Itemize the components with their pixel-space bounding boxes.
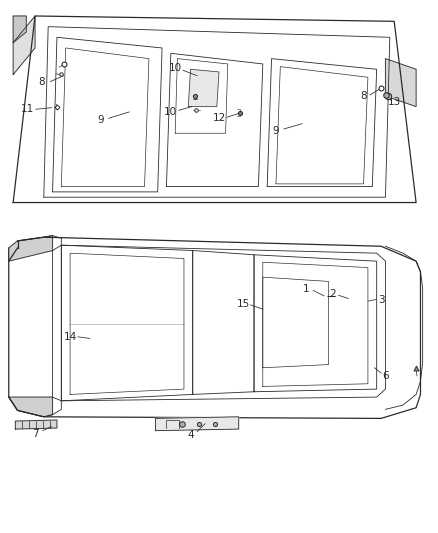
Text: 14: 14 — [64, 332, 77, 342]
Polygon shape — [155, 417, 239, 431]
Text: 8: 8 — [38, 77, 45, 86]
Text: 10: 10 — [164, 107, 177, 117]
Text: 1: 1 — [303, 284, 310, 294]
Text: 6: 6 — [382, 371, 389, 381]
Text: 12: 12 — [212, 114, 226, 123]
Text: 13: 13 — [388, 98, 401, 107]
Text: 8: 8 — [360, 91, 367, 101]
Text: 10: 10 — [169, 63, 182, 73]
Polygon shape — [13, 16, 26, 43]
Polygon shape — [385, 59, 416, 107]
Text: 15: 15 — [237, 299, 250, 309]
Text: 3: 3 — [378, 295, 385, 304]
Polygon shape — [188, 69, 219, 107]
Text: 9: 9 — [97, 115, 104, 125]
Polygon shape — [15, 420, 57, 429]
Text: 11: 11 — [21, 104, 34, 114]
Text: 2: 2 — [329, 289, 336, 299]
Text: 9: 9 — [272, 126, 279, 135]
Text: 4: 4 — [187, 431, 194, 440]
Polygon shape — [9, 397, 53, 417]
Polygon shape — [13, 16, 35, 75]
Polygon shape — [9, 236, 53, 261]
Text: 7: 7 — [32, 430, 39, 439]
